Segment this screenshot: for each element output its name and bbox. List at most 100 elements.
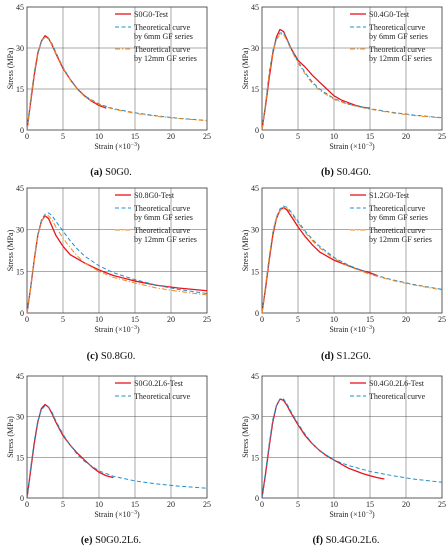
legend-entry: S0.4G0.2L6-Test bbox=[369, 379, 425, 388]
y-tick-label: 45 bbox=[251, 372, 259, 381]
y-tick-label: 30 bbox=[251, 413, 259, 422]
y-tick-label: 15 bbox=[251, 453, 259, 462]
x-tick-label: 15 bbox=[366, 500, 374, 509]
x-tick-label: 15 bbox=[131, 500, 139, 509]
x-axis-label: Strain (×10−3) bbox=[94, 510, 140, 519]
theoretical-curve bbox=[261, 33, 443, 131]
x-tick-label: 20 bbox=[402, 315, 410, 324]
legend-entry: Theoretical curve by 12mm GF series bbox=[369, 226, 432, 244]
theoretical-curve bbox=[261, 398, 443, 499]
legend-entry: Theoretical curve by 12mm GF series bbox=[134, 45, 197, 63]
theoretical-curve bbox=[26, 36, 208, 131]
x-tick-label: 20 bbox=[402, 500, 410, 509]
y-tick-label: 30 bbox=[251, 44, 259, 53]
test-curve bbox=[26, 403, 114, 499]
y-tick-label: 30 bbox=[16, 413, 24, 422]
y-axis-label: Stress (MPa) bbox=[241, 416, 250, 458]
legend-entry: Theoretical curve by 6mm GF series bbox=[369, 204, 428, 222]
x-axis-label: Strain (×10−3) bbox=[94, 325, 140, 334]
legend-entry: Theoretical curve by 6mm GF series bbox=[134, 23, 193, 41]
legend-entry: Theoretical curve by 12mm GF series bbox=[134, 226, 197, 244]
x-axis-label: Strain (×10−3) bbox=[329, 325, 375, 334]
x-tick-label: 25 bbox=[438, 315, 446, 324]
x-axis-label: Strain (×10−3) bbox=[329, 142, 375, 151]
x-tick-label: 0 bbox=[25, 500, 29, 509]
x-tick-label: 5 bbox=[61, 315, 65, 324]
y-tick-label: 15 bbox=[16, 453, 24, 462]
x-tick-label: 25 bbox=[438, 500, 446, 509]
theoretical-curve bbox=[261, 32, 443, 131]
test-curve bbox=[261, 28, 371, 131]
panel-caption: (f) S0.4G0.2L6. bbox=[312, 535, 379, 546]
legend-entry: Theoretical curve by 6mm GF series bbox=[134, 204, 193, 222]
x-tick-label: 20 bbox=[402, 132, 410, 141]
x-tick-label: 15 bbox=[131, 315, 139, 324]
y-tick-label: 15 bbox=[251, 85, 259, 94]
x-tick-label: 25 bbox=[438, 132, 446, 141]
y-axis-label: Stress (MPa) bbox=[6, 416, 15, 458]
x-tick-label: 10 bbox=[330, 500, 338, 509]
x-tick-label: 25 bbox=[203, 500, 211, 509]
y-tick-label: 0 bbox=[20, 494, 24, 503]
x-tick-label: 25 bbox=[203, 132, 211, 141]
y-tick-label: 0 bbox=[255, 309, 259, 318]
y-tick-label: 45 bbox=[251, 184, 259, 193]
plot-area bbox=[261, 187, 443, 314]
x-tick-label: 0 bbox=[260, 132, 264, 141]
theoretical-curve bbox=[261, 205, 443, 314]
theoretical-curve bbox=[26, 405, 208, 499]
x-tick-label: 20 bbox=[167, 315, 175, 324]
x-tick-label: 10 bbox=[330, 315, 338, 324]
x-tick-label: 0 bbox=[25, 132, 29, 141]
legend-entry: Theoretical curve by 12mm GF series bbox=[369, 45, 432, 63]
y-tick-label: 0 bbox=[20, 126, 24, 135]
x-tick-label: 5 bbox=[61, 132, 65, 141]
panel-caption: (b) S0.4G0. bbox=[321, 167, 371, 178]
y-tick-label: 30 bbox=[16, 226, 24, 235]
x-tick-label: 10 bbox=[95, 500, 103, 509]
theoretical-curve bbox=[26, 215, 208, 314]
y-tick-label: 45 bbox=[16, 372, 24, 381]
y-tick-label: 45 bbox=[16, 3, 24, 12]
y-tick-label: 0 bbox=[20, 309, 24, 318]
legend-entry: S1.2G0-Test bbox=[369, 191, 410, 200]
x-tick-label: 25 bbox=[203, 315, 211, 324]
y-tick-label: 30 bbox=[251, 226, 259, 235]
x-tick-label: 0 bbox=[25, 315, 29, 324]
x-axis-label: Strain (×10−3) bbox=[94, 142, 140, 151]
legend-entry: Theoretical curve bbox=[369, 392, 426, 401]
legend-entry: Theoretical curve by 6mm GF series bbox=[369, 23, 428, 41]
x-tick-label: 10 bbox=[95, 315, 103, 324]
chart-panel: 0 5 10 15 20 25 0 15 30 45 Strain (×10−3) Stress (M… bbox=[241, 3, 446, 178]
y-tick-label: 45 bbox=[16, 184, 24, 193]
x-tick-label: 15 bbox=[366, 132, 374, 141]
x-tick-label: 20 bbox=[167, 500, 175, 509]
panel-caption: (a) S0G0. bbox=[90, 167, 131, 178]
legend-entry: S0G0.2L6-Test bbox=[134, 379, 184, 388]
y-tick-label: 45 bbox=[251, 3, 259, 12]
chart-panel: 0 5 10 15 20 25 0 15 30 45 Strain (×10−3) Stress (M… bbox=[241, 184, 446, 362]
legend-entry: Theoretical curve bbox=[134, 392, 191, 401]
x-tick-label: 15 bbox=[366, 315, 374, 324]
panel-caption: (c) S0.8G0. bbox=[87, 351, 136, 362]
x-tick-label: 10 bbox=[330, 132, 338, 141]
x-tick-label: 0 bbox=[260, 500, 264, 509]
x-tick-label: 5 bbox=[296, 132, 300, 141]
panel-caption: (e) S0G0.2L6. bbox=[81, 535, 141, 546]
chart-panel: 0 5 10 15 20 25 0 15 30 45 Strain (×10−3) Stress (M… bbox=[6, 3, 211, 178]
theoretical-curve bbox=[261, 206, 443, 314]
x-tick-label: 5 bbox=[61, 500, 65, 509]
y-axis-label: Stress (MPa) bbox=[6, 47, 15, 89]
x-tick-label: 5 bbox=[296, 500, 300, 509]
y-tick-label: 30 bbox=[16, 44, 24, 53]
y-axis-label: Stress (MPa) bbox=[241, 47, 250, 89]
chart-panel: 0 5 10 15 20 25 0 15 30 45 Strain (×10−3) Stress (M… bbox=[6, 184, 211, 362]
legend-entry: S0G0-Test bbox=[134, 10, 169, 19]
y-axis-label: Stress (MPa) bbox=[6, 229, 15, 271]
x-tick-label: 5 bbox=[296, 315, 300, 324]
y-tick-label: 0 bbox=[255, 126, 259, 135]
x-tick-label: 20 bbox=[167, 132, 175, 141]
legend-entry: S0.8G0-Test bbox=[134, 191, 175, 200]
x-tick-label: 0 bbox=[260, 315, 264, 324]
y-tick-label: 15 bbox=[16, 267, 24, 276]
